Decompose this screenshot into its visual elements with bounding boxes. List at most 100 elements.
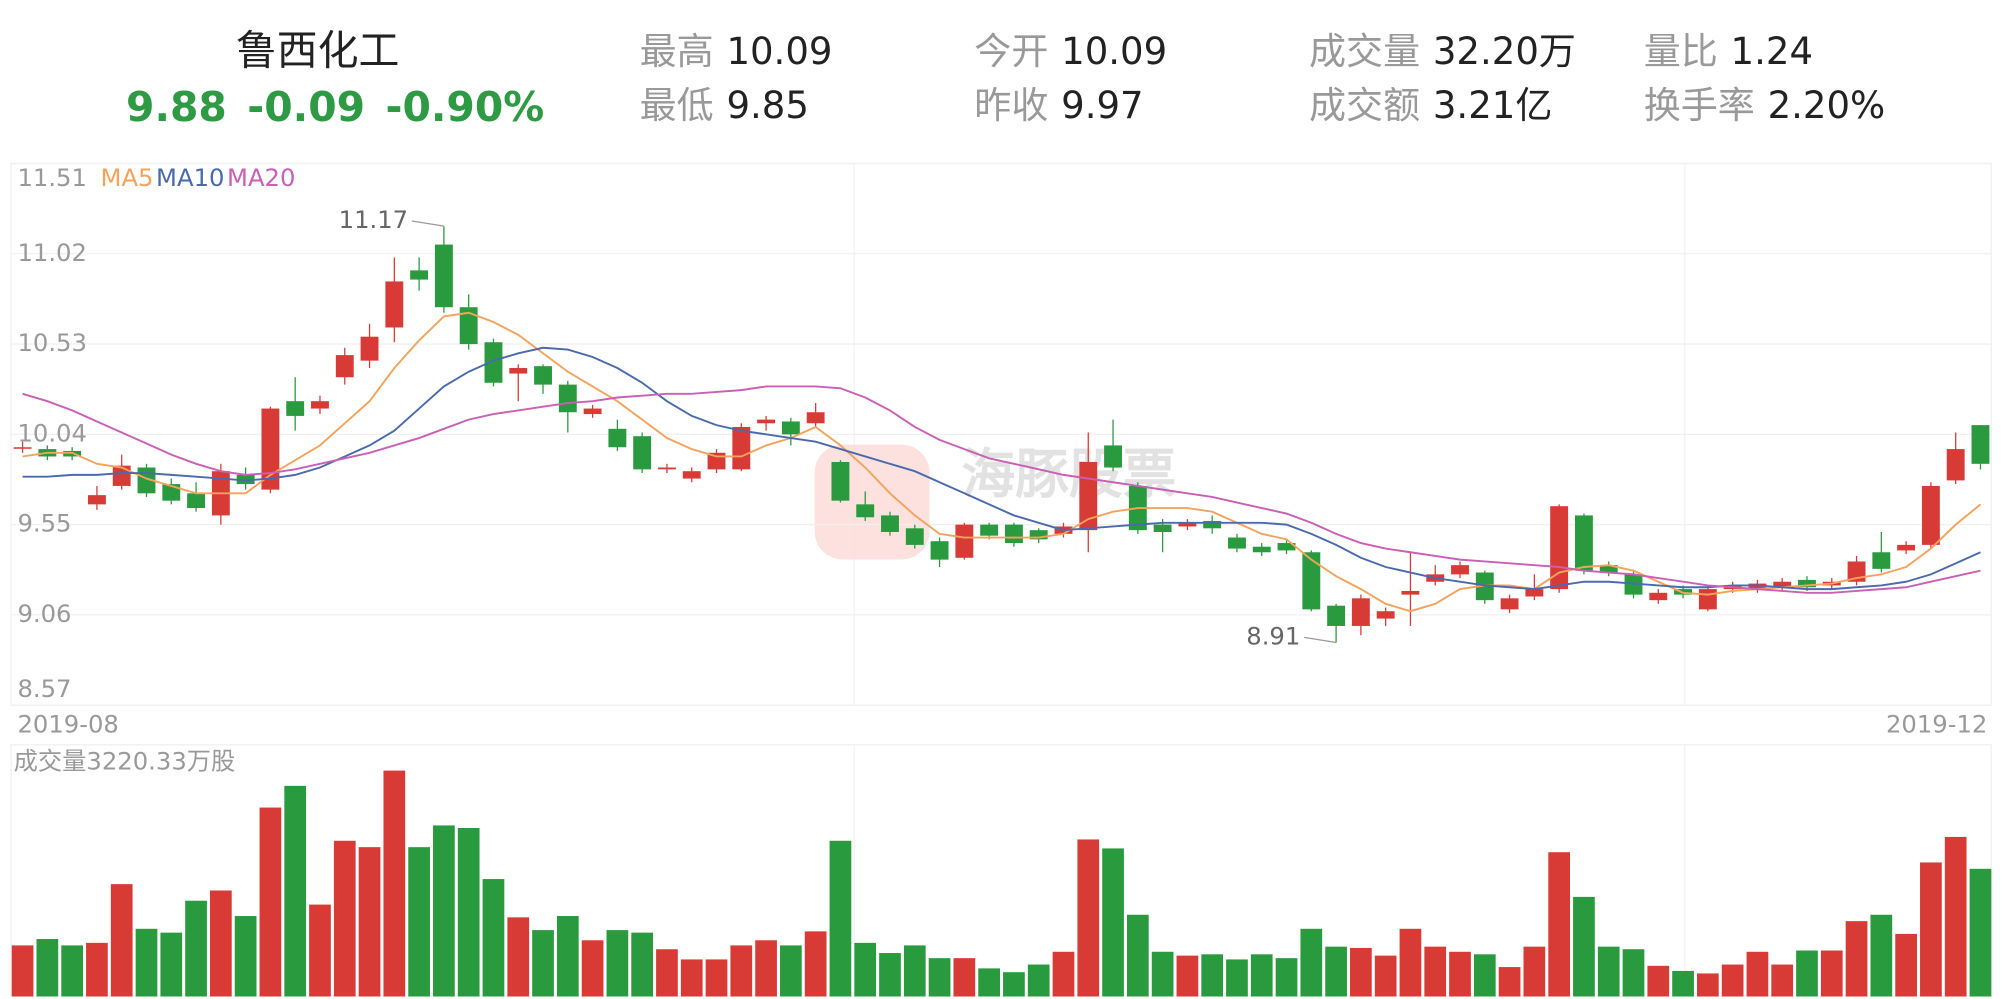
volume-bar <box>507 917 530 997</box>
volume-bar <box>780 945 802 997</box>
volume-bar <box>1944 836 1967 997</box>
volume-bar <box>1796 950 1818 997</box>
volume-bar <box>1226 959 1248 997</box>
volume-bar <box>1498 967 1521 997</box>
volume-bar <box>1275 958 1298 997</box>
candle-body <box>1798 579 1816 588</box>
candle-body <box>534 366 552 385</box>
candle-body <box>757 419 776 424</box>
y-tick-label: 11.02 <box>17 238 86 267</box>
stat-value: 3.21亿 <box>1433 84 1552 127</box>
candle-body <box>1277 543 1296 551</box>
volume-bar <box>135 928 158 997</box>
candle-body <box>1327 605 1346 626</box>
legend-entry: MA20 <box>227 163 295 192</box>
candle-body <box>831 461 850 501</box>
volume-bar <box>705 959 728 997</box>
volume-bar <box>903 945 926 997</box>
volume-bar <box>532 930 554 997</box>
stat-value: 32.20万 <box>1433 30 1576 73</box>
candle-body <box>1228 537 1246 549</box>
volume-bar <box>1201 954 1224 997</box>
volume-bar <box>556 916 579 997</box>
candle-body <box>360 336 379 361</box>
ma-line <box>22 385 1981 594</box>
candle-body <box>1203 520 1222 529</box>
volume-bar <box>383 770 406 997</box>
volume-bar <box>1746 951 1769 997</box>
candle-body <box>1302 552 1321 610</box>
volume-bar <box>1672 970 1694 997</box>
y-tick-label: 9.06 <box>17 599 71 628</box>
candle-body <box>1921 485 1940 545</box>
candle-body <box>385 281 404 328</box>
volume-bar <box>606 930 629 997</box>
volume-bar <box>110 884 133 997</box>
volume-bar <box>1771 964 1794 997</box>
candle-body <box>509 368 528 374</box>
volume-bar <box>160 932 183 997</box>
volume-bar <box>1052 951 1075 997</box>
candle-body <box>1897 544 1916 551</box>
y-tick-label: 11.51 <box>17 163 86 192</box>
legend-entry: MA10 <box>156 163 224 192</box>
volume-bar <box>1523 946 1546 997</box>
candle-body <box>930 541 949 560</box>
candle-body <box>1252 546 1271 553</box>
candle-body <box>1178 522 1197 527</box>
volume-bar <box>333 840 356 997</box>
volume-bar <box>1647 965 1670 997</box>
change: -0.09 <box>247 83 365 131</box>
candle-body <box>13 447 32 449</box>
stat-label: 最高 <box>640 30 714 73</box>
volume-bar <box>1721 964 1744 997</box>
volume-bar <box>1449 951 1471 997</box>
stat-label: 成交额 <box>1309 84 1420 127</box>
stat-label: 量比 <box>1644 30 1718 73</box>
candle-body <box>335 355 354 378</box>
candle-body <box>856 504 875 518</box>
volume-bar <box>1820 950 1843 997</box>
stat-value: 1.24 <box>1731 30 1813 73</box>
volume-bar <box>1424 946 1447 997</box>
candle-body <box>781 421 800 435</box>
ma-line <box>22 346 1981 591</box>
volume-title: 成交量3220.33万股 <box>14 747 236 776</box>
candle-body <box>1376 611 1395 619</box>
volume-bar <box>358 847 381 997</box>
volume-bar <box>1696 973 1719 997</box>
volume-bar <box>1003 972 1025 997</box>
candle-body <box>1153 524 1172 532</box>
stat-value: 2.20% <box>1768 84 1886 127</box>
candle-body <box>187 493 206 509</box>
candle-body <box>1599 565 1618 573</box>
volume-bar <box>680 959 703 997</box>
volume-bar <box>1126 914 1149 997</box>
candle-body <box>905 528 924 545</box>
volume-bar <box>1597 946 1620 997</box>
change-pct: -0.90% <box>386 83 545 131</box>
annotation: 11.17 <box>339 205 408 234</box>
volume-bar <box>1350 947 1372 997</box>
candle-body <box>1574 515 1593 571</box>
volume-bar <box>482 879 505 997</box>
volume-bar <box>284 785 307 997</box>
volume-bar <box>185 900 207 997</box>
candle-body <box>881 515 899 532</box>
candle-body <box>1351 598 1370 626</box>
stat-label: 最低 <box>640 84 714 127</box>
volume-pane <box>10 744 1992 998</box>
stat-label: 成交量 <box>1309 30 1420 73</box>
volume-bar <box>1870 914 1893 997</box>
annotation-leader <box>1304 636 1337 644</box>
y-tick-label: 10.53 <box>17 328 86 357</box>
volume-bar <box>928 958 951 997</box>
candle-body <box>286 401 305 416</box>
volume-bar <box>1027 964 1050 997</box>
volume-bar <box>209 890 232 997</box>
candle-body <box>311 401 329 409</box>
volume-bar <box>1399 928 1422 997</box>
candle-body <box>1451 565 1469 575</box>
volume-bar <box>1845 921 1868 997</box>
